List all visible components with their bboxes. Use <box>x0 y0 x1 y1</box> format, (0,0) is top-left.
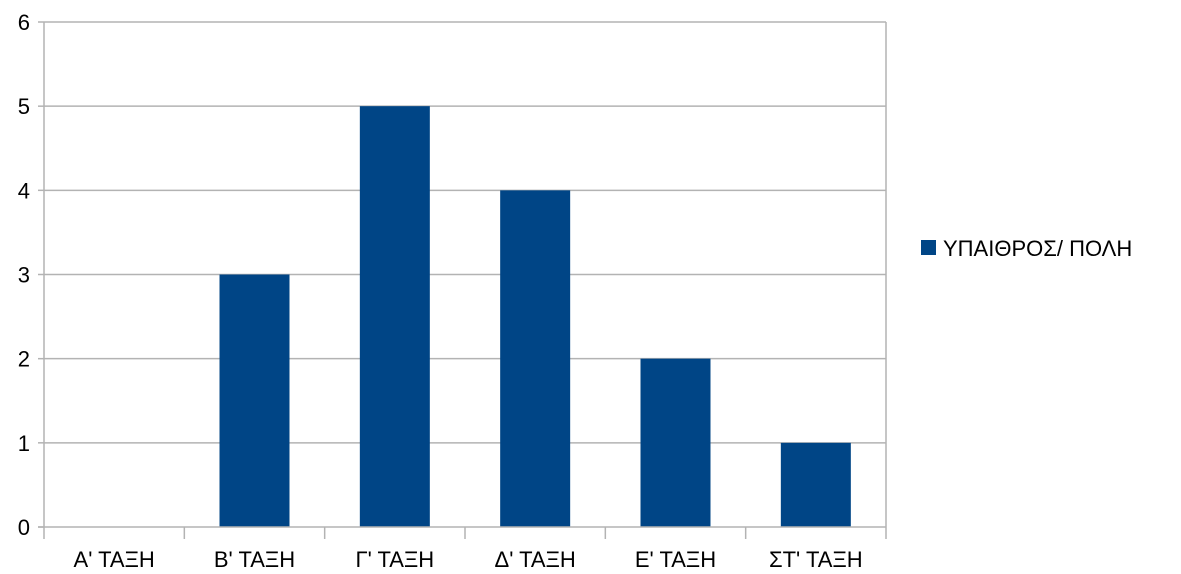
bar-3 <box>359 106 430 528</box>
y-tick-label-6: 6 <box>18 10 30 35</box>
bar-4 <box>500 190 571 528</box>
x-tick-labels: Α' ΤΑΞΗ Β' ΤΑΞΗ Γ' ΤΑΞΗ Δ' ΤΑΞΗ Ε' ΤΑΞΗ ΣΤ' Τ… <box>74 547 863 572</box>
x-tick-label-2: Β' ΤΑΞΗ <box>214 547 295 572</box>
x-tick-label-3: Γ' ΤΑΞΗ <box>355 547 434 572</box>
legend-swatch <box>921 240 936 255</box>
bars <box>219 106 851 528</box>
y-tick-label-1: 1 <box>18 431 30 456</box>
x-tick-label-1: Α' ΤΑΞΗ <box>74 547 155 572</box>
y-tick-labels: 0 1 2 3 4 5 6 <box>18 10 30 540</box>
y-tick-label-4: 4 <box>18 178 30 203</box>
y-tick-label-2: 2 <box>18 347 30 372</box>
axes <box>38 21 887 539</box>
y-tick-label-3: 3 <box>18 263 30 288</box>
legend: ΥΠΑΙΘΡΟΣ/ ΠΟΛΗ <box>921 236 1132 261</box>
x-tick-label-5: Ε' ΤΑΞΗ <box>635 547 716 572</box>
grid-lines <box>44 21 886 444</box>
bar-6 <box>780 442 851 527</box>
x-tick-label-6: ΣΤ' ΤΑΞΗ <box>769 547 863 572</box>
bar-5 <box>640 358 711 527</box>
legend-label: ΥΠΑΙΘΡΟΣ/ ΠΟΛΗ <box>943 236 1132 261</box>
y-tick-label-0: 0 <box>18 515 30 540</box>
y-tick-label-5: 5 <box>18 94 30 119</box>
bar-2 <box>219 274 290 527</box>
x-tick-label-4: Δ' ΤΑΞΗ <box>495 547 576 572</box>
